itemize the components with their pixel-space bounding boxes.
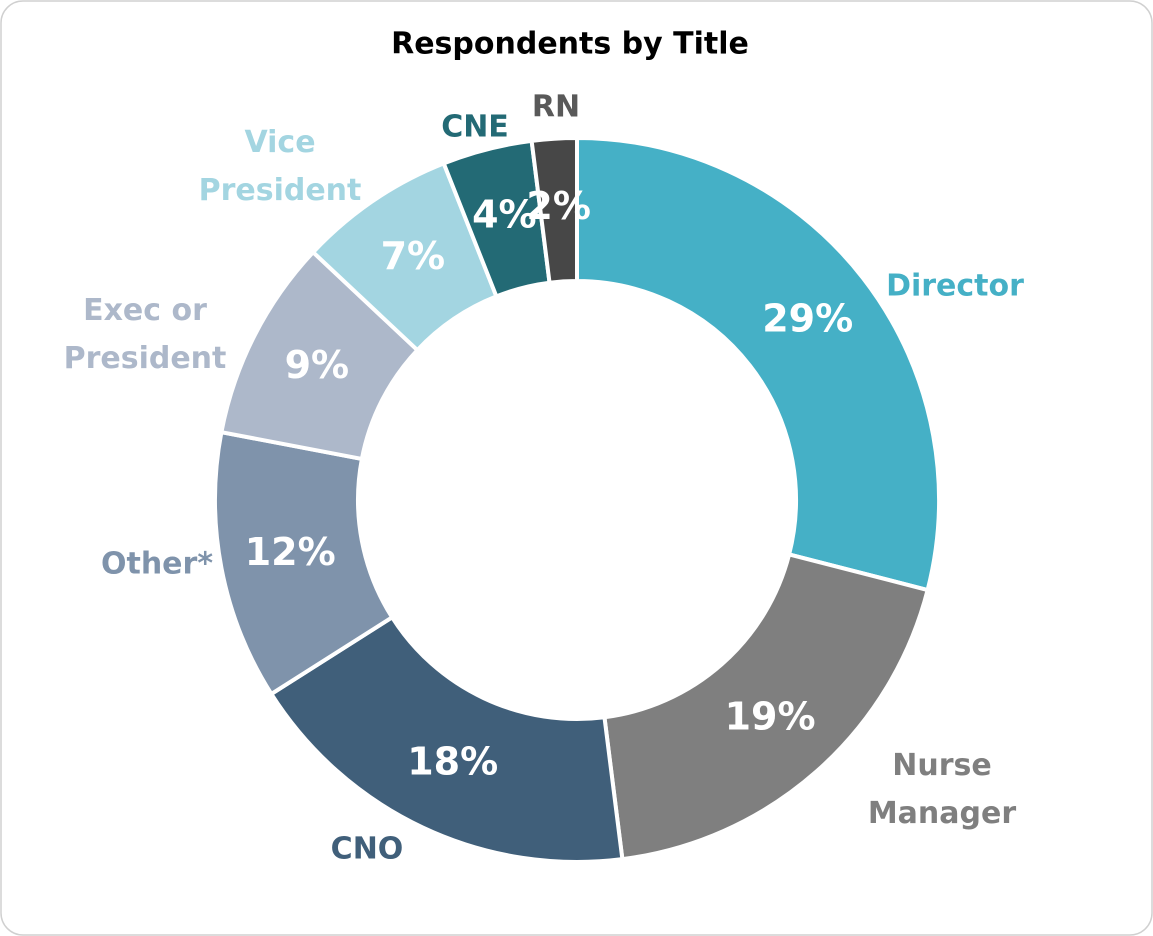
value-label: 18% [407,740,498,784]
value-label: 2% [526,184,591,228]
value-label: 12% [245,530,336,574]
category-label: Other* [101,547,213,582]
category-label: Director [886,269,1024,304]
value-label: 4% [472,193,537,237]
category-label: Nurse Manager [868,748,1017,831]
donut-slice [602,552,931,862]
value-label: 7% [381,234,446,278]
chart-title: Respondents by Title [391,27,749,62]
value-label: 29% [762,297,853,341]
category-label: CNO [331,832,404,867]
category-label: Exec or President [64,293,227,376]
value-label: 9% [285,343,350,387]
donut-slice [575,135,941,593]
value-label: 19% [725,695,816,739]
donut-slice [529,135,579,285]
category-label: CNE [441,110,509,145]
category-label: Vice President [199,125,362,208]
donut-slice [268,614,625,864]
category-label: RN [532,90,580,125]
